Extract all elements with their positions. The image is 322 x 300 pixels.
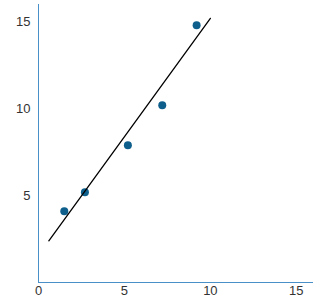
svg-text:5: 5 xyxy=(121,283,128,298)
svg-text:10: 10 xyxy=(16,101,30,116)
svg-text:15: 15 xyxy=(16,14,30,29)
svg-text:0: 0 xyxy=(35,283,42,298)
svg-text:15: 15 xyxy=(289,283,303,298)
svg-text:10: 10 xyxy=(203,283,217,298)
svg-text:5: 5 xyxy=(23,188,30,203)
